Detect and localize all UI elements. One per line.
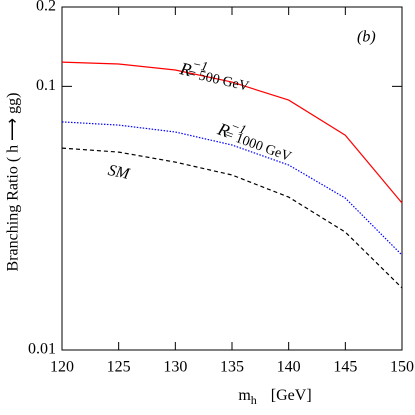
x-tick-label: 150	[390, 359, 414, 376]
series-line	[61, 61, 403, 204]
annotation: R−1= 1000 GeV	[214, 114, 297, 166]
x-tick-label: 120	[50, 359, 74, 376]
series-line	[61, 147, 403, 289]
x-label-base: m	[238, 387, 251, 404]
series-line	[61, 121, 403, 256]
x-tick-label: 140	[277, 359, 301, 376]
annotation: (b)	[357, 29, 376, 46]
x-label-sub: h	[251, 393, 257, 407]
annotation-sup: −1	[191, 56, 209, 74]
annotation-base: R	[177, 58, 193, 80]
annotation: SM	[106, 162, 132, 183]
x-tick-label: 135	[220, 359, 244, 376]
y-tick-label: 0.01	[28, 341, 56, 358]
annotation-text: = 500 GeV	[186, 66, 250, 95]
y-axis-label: Branching Ratio ( h ⟶ gg)	[5, 93, 22, 272]
annotation-text: = 1000 GeV	[223, 127, 293, 165]
annotation-sup: −1	[229, 118, 248, 137]
x-axis-label: mh [GeV]	[238, 387, 311, 407]
x-tick-label: 130	[163, 359, 187, 376]
annotation: R−1= 500 GeV	[177, 53, 253, 95]
x-label-unit: [GeV]	[271, 387, 312, 404]
y-tick-label: 0.1	[36, 77, 56, 94]
y-tick-label: 0.2	[36, 0, 56, 15]
x-tick-label: 125	[107, 359, 131, 376]
x-tick-label: 145	[333, 359, 357, 376]
